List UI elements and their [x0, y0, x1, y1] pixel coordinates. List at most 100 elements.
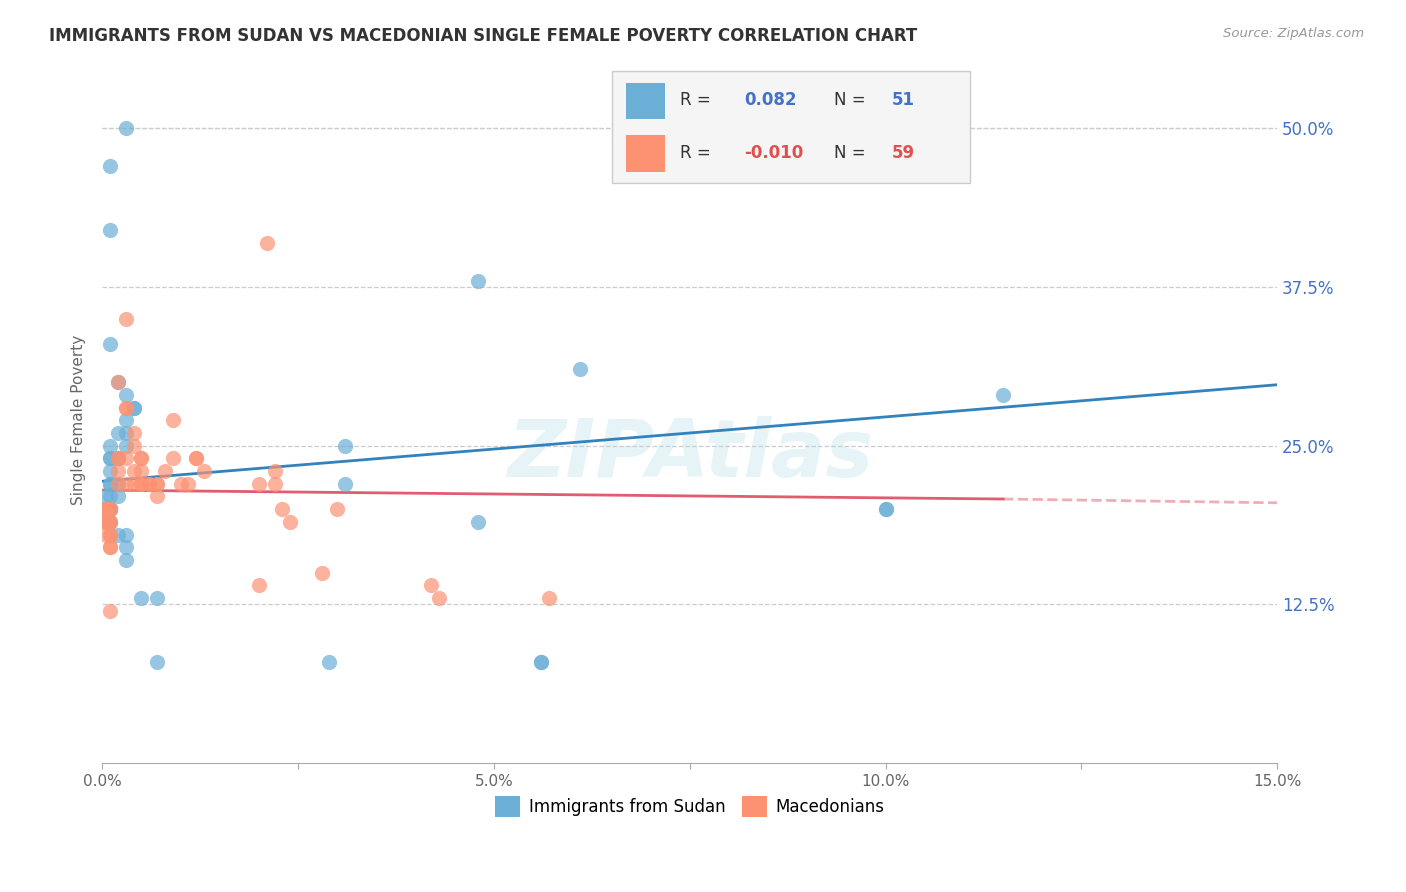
Point	[146, 655, 169, 669]
Text: R =: R =	[679, 144, 716, 161]
Point	[107, 375, 129, 389]
Point	[122, 401, 145, 415]
Point	[98, 464, 121, 478]
Point	[311, 566, 333, 580]
Point	[271, 502, 294, 516]
Point	[98, 502, 121, 516]
Point	[607, 134, 630, 148]
Text: 51: 51	[891, 91, 914, 110]
Point	[94, 515, 117, 529]
FancyBboxPatch shape	[626, 83, 665, 120]
Point	[131, 451, 153, 466]
Text: 0.082: 0.082	[744, 91, 797, 110]
Point	[114, 413, 136, 427]
Point	[138, 476, 160, 491]
Point	[420, 578, 443, 592]
Point	[131, 476, 153, 491]
Point	[98, 451, 121, 466]
Point	[114, 401, 136, 415]
Point	[98, 527, 121, 541]
Point	[94, 527, 117, 541]
Point	[107, 375, 129, 389]
Point	[107, 451, 129, 466]
Text: Source: ZipAtlas.com: Source: ZipAtlas.com	[1223, 27, 1364, 40]
Point	[114, 476, 136, 491]
Point	[98, 223, 121, 237]
Point	[114, 121, 136, 136]
Point	[530, 655, 553, 669]
Point	[107, 425, 129, 440]
Point	[94, 515, 117, 529]
Point	[107, 451, 129, 466]
Point	[94, 502, 117, 516]
Point	[98, 490, 121, 504]
Y-axis label: Single Female Poverty: Single Female Poverty	[72, 335, 86, 506]
Point	[98, 502, 121, 516]
FancyBboxPatch shape	[612, 71, 970, 183]
Point	[122, 464, 145, 478]
Point	[537, 591, 560, 605]
Point	[98, 541, 121, 555]
Point	[114, 527, 136, 541]
Text: 59: 59	[891, 144, 914, 161]
Point	[98, 604, 121, 618]
Point	[146, 476, 169, 491]
Point	[169, 476, 191, 491]
Point	[153, 464, 176, 478]
Text: IMMIGRANTS FROM SUDAN VS MACEDONIAN SINGLE FEMALE POVERTY CORRELATION CHART: IMMIGRANTS FROM SUDAN VS MACEDONIAN SING…	[49, 27, 918, 45]
Point	[146, 490, 169, 504]
Point	[94, 490, 117, 504]
Point	[122, 439, 145, 453]
Point	[98, 476, 121, 491]
Point	[114, 311, 136, 326]
Point	[131, 451, 153, 466]
Point	[98, 502, 121, 516]
Point	[114, 541, 136, 555]
Point	[107, 476, 129, 491]
Point	[107, 451, 129, 466]
Point	[569, 362, 592, 376]
Point	[263, 464, 285, 478]
Point	[94, 502, 117, 516]
Text: -0.010: -0.010	[744, 144, 803, 161]
Point	[263, 476, 285, 491]
Point	[98, 541, 121, 555]
Point	[98, 502, 121, 516]
Point	[94, 515, 117, 529]
Point	[98, 527, 121, 541]
Point	[122, 476, 145, 491]
Point	[875, 502, 897, 516]
Point	[107, 476, 129, 491]
Point	[94, 502, 117, 516]
Point	[107, 464, 129, 478]
Point	[122, 425, 145, 440]
Point	[162, 451, 184, 466]
Point	[98, 451, 121, 466]
Legend: Immigrants from Sudan, Macedonians: Immigrants from Sudan, Macedonians	[489, 789, 891, 823]
Point	[991, 388, 1014, 402]
Point	[146, 591, 169, 605]
Point	[333, 476, 356, 491]
Text: ZIPAtlas: ZIPAtlas	[506, 416, 873, 493]
Point	[177, 476, 200, 491]
Point	[146, 476, 169, 491]
Point	[114, 451, 136, 466]
Point	[131, 476, 153, 491]
Point	[318, 655, 340, 669]
Point	[114, 439, 136, 453]
Point	[98, 515, 121, 529]
Point	[193, 464, 215, 478]
Point	[186, 451, 208, 466]
Point	[530, 655, 553, 669]
Point	[114, 401, 136, 415]
Text: R =: R =	[679, 91, 716, 110]
Point	[98, 337, 121, 351]
Point	[138, 476, 160, 491]
Point	[98, 515, 121, 529]
Point	[875, 502, 897, 516]
Point	[326, 502, 349, 516]
Point	[107, 451, 129, 466]
Point	[427, 591, 450, 605]
Point	[114, 388, 136, 402]
Point	[107, 490, 129, 504]
